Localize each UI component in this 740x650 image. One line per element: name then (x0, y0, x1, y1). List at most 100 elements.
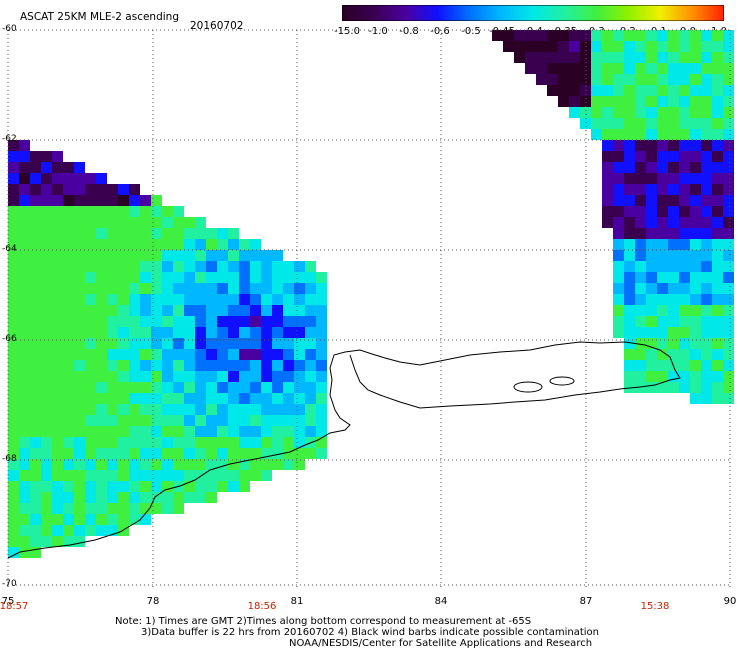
swath-cell (569, 85, 580, 96)
swath-cell (679, 107, 690, 118)
swath-cell (657, 195, 668, 206)
swath-cell (613, 63, 624, 74)
swath-cell (8, 239, 19, 250)
swath-cell (657, 107, 668, 118)
swath-cell (30, 514, 41, 525)
swath-cell (140, 360, 151, 371)
swath-cell (690, 85, 701, 96)
swath-cell (140, 492, 151, 503)
swath-cell (294, 283, 305, 294)
swath-cell (30, 503, 41, 514)
swath-cell (657, 151, 668, 162)
swath-cell (646, 217, 657, 228)
swath-cell (723, 338, 734, 349)
swath-cell (195, 360, 206, 371)
swath-cell (140, 459, 151, 470)
swath-cell (52, 415, 63, 426)
swath-cell (162, 382, 173, 393)
swath-cell (294, 382, 305, 393)
swath-cell (316, 305, 327, 316)
swath-cell (635, 206, 646, 217)
swath-cell (294, 305, 305, 316)
swath-cell (195, 437, 206, 448)
swath-cell (118, 250, 129, 261)
swath-cell (173, 470, 184, 481)
swath-cell (305, 404, 316, 415)
swath-cell (41, 459, 52, 470)
swath-cell (250, 371, 261, 382)
swath-cell (96, 470, 107, 481)
swath-cell (602, 118, 613, 129)
swath-cell (261, 250, 272, 261)
swath-cell (118, 195, 129, 206)
swath-cell (305, 415, 316, 426)
swath-cell (635, 228, 646, 239)
swath-cell (657, 74, 668, 85)
swath-cell (635, 30, 646, 41)
swath-cell (261, 338, 272, 349)
swath-cell (624, 140, 635, 151)
graticule (7, 29, 731, 590)
swath-cell (96, 371, 107, 382)
swath-cell (239, 404, 250, 415)
swath-cell (8, 272, 19, 283)
swath-cell (668, 228, 679, 239)
swath-cell (96, 415, 107, 426)
swath-cell (624, 338, 635, 349)
swath-cell (228, 338, 239, 349)
swath-cell (591, 41, 602, 52)
swath-cell (690, 107, 701, 118)
swath-cell (19, 349, 30, 360)
swath-cell (96, 239, 107, 250)
swath-cell (316, 426, 327, 437)
swath-cell (63, 448, 74, 459)
swath-cell (602, 129, 613, 140)
swath-cell (162, 481, 173, 492)
swath-cell (294, 393, 305, 404)
swath-cell (701, 96, 712, 107)
swath-cell (129, 294, 140, 305)
swath-cell (228, 393, 239, 404)
swath-cell (679, 96, 690, 107)
swath-cell (74, 195, 85, 206)
swath-cell (657, 41, 668, 52)
swath-cell (206, 272, 217, 283)
swath-cell (41, 250, 52, 261)
swath-cell (118, 459, 129, 470)
swath-cell (668, 63, 679, 74)
swath-cell (723, 239, 734, 250)
swath-cell (173, 371, 184, 382)
swath-cell (228, 437, 239, 448)
swath-cell (624, 52, 635, 63)
swath-cell (52, 228, 63, 239)
swath-cell (668, 118, 679, 129)
swath-cell (41, 481, 52, 492)
swath-cell (690, 305, 701, 316)
swath-cell (558, 85, 569, 96)
swath-cell (206, 228, 217, 239)
swath-cell (184, 239, 195, 250)
swath-cell (657, 96, 668, 107)
swath-cell (19, 481, 30, 492)
swath-cell (635, 382, 646, 393)
swath-cell (679, 195, 690, 206)
swath-cell (52, 250, 63, 261)
swath-cell (63, 470, 74, 481)
swath-cell (8, 151, 19, 162)
swath-cell (272, 371, 283, 382)
swath-cell (19, 261, 30, 272)
swath-cell (272, 261, 283, 272)
swath-cell (195, 382, 206, 393)
swath-cell (41, 239, 52, 250)
swath-cell (206, 437, 217, 448)
swath-cell (536, 41, 547, 52)
swath-cell (591, 63, 602, 74)
swath-cell (261, 404, 272, 415)
swath-cell (679, 85, 690, 96)
swath-cell (63, 481, 74, 492)
swath-cells (8, 30, 734, 558)
swath-cell (635, 107, 646, 118)
swath-cell (635, 305, 646, 316)
swath-cell (85, 426, 96, 437)
swath-cell (646, 283, 657, 294)
